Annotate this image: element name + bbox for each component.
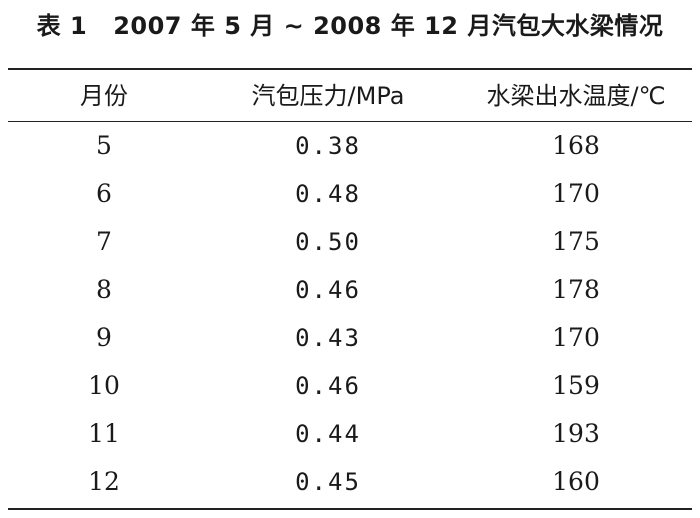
pressure-cell: 0.43 <box>295 324 361 352</box>
pressure-cell: 0.48 <box>295 180 361 208</box>
top-rule <box>8 68 692 70</box>
temperature-cell: 175 <box>552 227 600 256</box>
header-rule <box>8 121 692 122</box>
table-caption: 表 1 2007 年 5 月 ~ 2008 年 12 月汽包大水梁情况 <box>0 6 700 41</box>
temperature-cell: 168 <box>552 131 600 160</box>
table-row: 9 0.43 170 <box>8 314 692 362</box>
pressure-cell: 0.46 <box>295 276 361 304</box>
temperature-cell: 170 <box>552 179 600 208</box>
month-cell: 10 <box>88 371 120 400</box>
table-row: 5 0.38 168 <box>8 122 692 170</box>
table-row: 11 0.44 193 <box>8 410 692 458</box>
table-row: 8 0.46 178 <box>8 266 692 314</box>
pressure-cell: 0.38 <box>295 132 361 160</box>
temperature-cell: 170 <box>552 323 600 352</box>
table-row: 7 0.50 175 <box>8 218 692 266</box>
month-cell: 6 <box>96 179 112 208</box>
pressure-cell: 0.50 <box>295 228 361 256</box>
pressure-cell: 0.45 <box>295 468 361 496</box>
table-title: 2007 年 5 月 ~ 2008 年 12 月汽包大水梁情况 <box>113 12 664 40</box>
table-row: 12 0.45 160 <box>8 458 692 506</box>
temperature-cell: 159 <box>552 371 600 400</box>
pressure-cell: 0.44 <box>295 420 361 448</box>
table-header-row: 月份 汽包压力/MPa 水梁出水温度/℃ <box>8 72 692 120</box>
month-cell: 11 <box>88 419 120 448</box>
header-month: 月份 <box>80 82 128 110</box>
table-row: 10 0.46 159 <box>8 362 692 410</box>
pressure-cell: 0.46 <box>295 372 361 400</box>
header-drum-pressure: 汽包压力/MPa <box>251 82 405 110</box>
header-outlet-temperature: 水梁出水温度/℃ <box>486 82 666 110</box>
temperature-cell: 178 <box>552 275 600 304</box>
table-row: 6 0.48 170 <box>8 170 692 218</box>
month-cell: 12 <box>88 467 120 496</box>
month-cell: 5 <box>96 131 112 160</box>
temperature-cell: 160 <box>552 467 600 496</box>
month-cell: 8 <box>96 275 112 304</box>
table-number: 表 1 <box>36 12 88 40</box>
month-cell: 7 <box>96 227 112 256</box>
month-cell: 9 <box>96 323 112 352</box>
bottom-rule <box>8 508 692 510</box>
temperature-cell: 193 <box>552 419 600 448</box>
